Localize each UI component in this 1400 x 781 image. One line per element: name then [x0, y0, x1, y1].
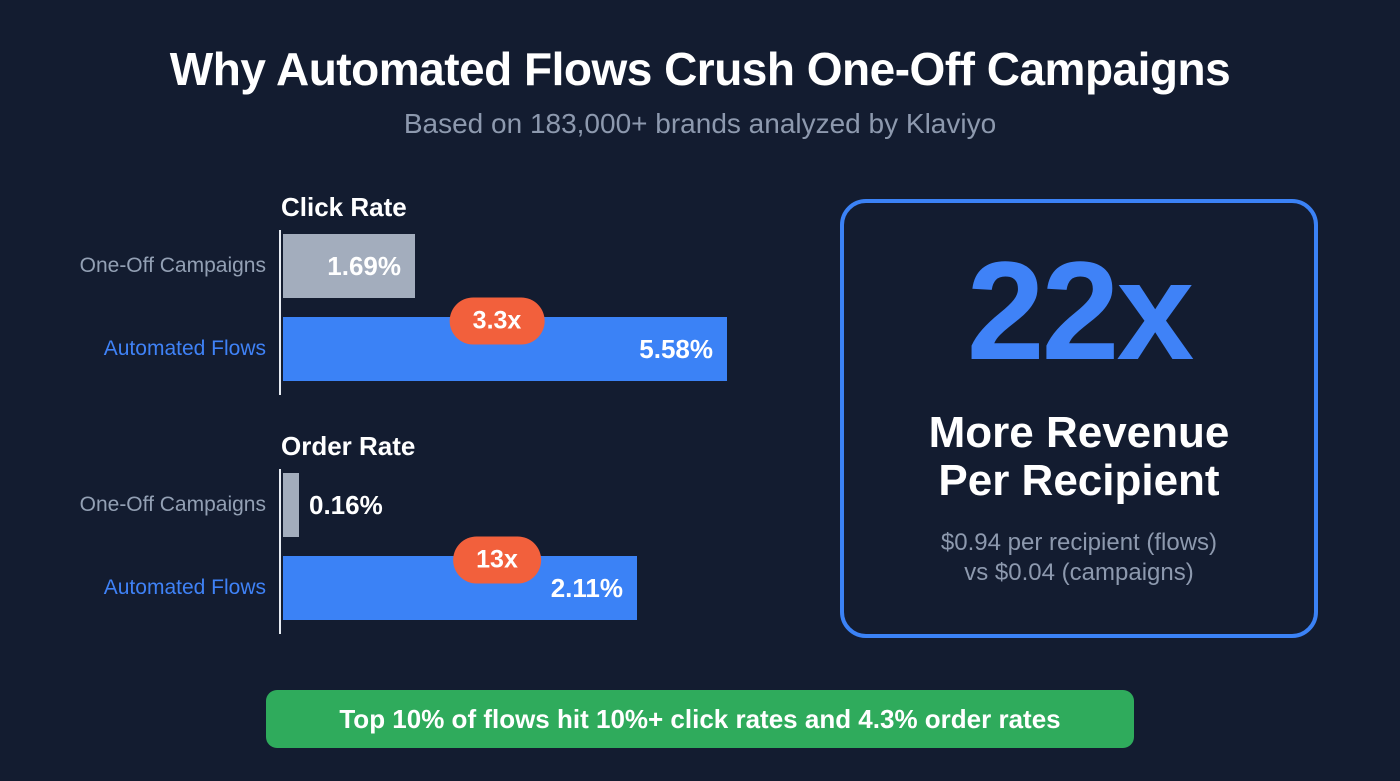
revenue-highlight-panel: 22x More Revenue Per Recipient $0.94 per… [840, 199, 1318, 638]
panel-headline-line-1: More Revenue [928, 407, 1230, 457]
bar-value-flows: 5.58% [639, 333, 713, 364]
bar-value-campaigns: 0.16% [309, 489, 383, 520]
panel-headline: More Revenue Per Recipient [929, 409, 1230, 504]
panel-detail: $0.94 per recipient (flows) vs $0.04 (ca… [941, 528, 1217, 588]
panel-detail-line-1: $0.94 per recipient (flows) [940, 529, 1218, 557]
chart-group-heading: Order Rate [281, 431, 416, 461]
page-subtitle: Based on 183,000+ brands analyzed by Kla… [403, 108, 997, 139]
bar-value-campaigns: 1.69% [327, 250, 401, 281]
panel-detail-line-2: vs $0.04 (campaigns) [964, 559, 1194, 587]
bar-campaigns [283, 473, 299, 537]
panel-multiplier-value: 22x [966, 231, 1195, 389]
page-title: Why Automated Flows Crush One-Off Campai… [169, 43, 1231, 95]
chart-axis-line [279, 469, 281, 634]
multiplier-badge: 13x [453, 536, 541, 584]
bar-label-flows: Automated Flows [103, 337, 266, 360]
footer-highlight-banner: Top 10% of flows hit 10%+ click rates an… [266, 690, 1134, 748]
bar-label-campaigns: One-Off Campaigns [79, 493, 266, 516]
chart-axis-line [279, 230, 281, 395]
bar-label-flows: Automated Flows [103, 576, 266, 599]
panel-headline-line-2: Per Recipient [938, 455, 1220, 505]
bar-label-campaigns: One-Off Campaigns [79, 254, 266, 277]
bar-value-flows: 2.11% [550, 572, 623, 603]
bar-campaigns: 1.69% [283, 234, 415, 298]
chart-group-heading: Click Rate [281, 192, 407, 222]
multiplier-badge: 3.3x [449, 297, 545, 345]
